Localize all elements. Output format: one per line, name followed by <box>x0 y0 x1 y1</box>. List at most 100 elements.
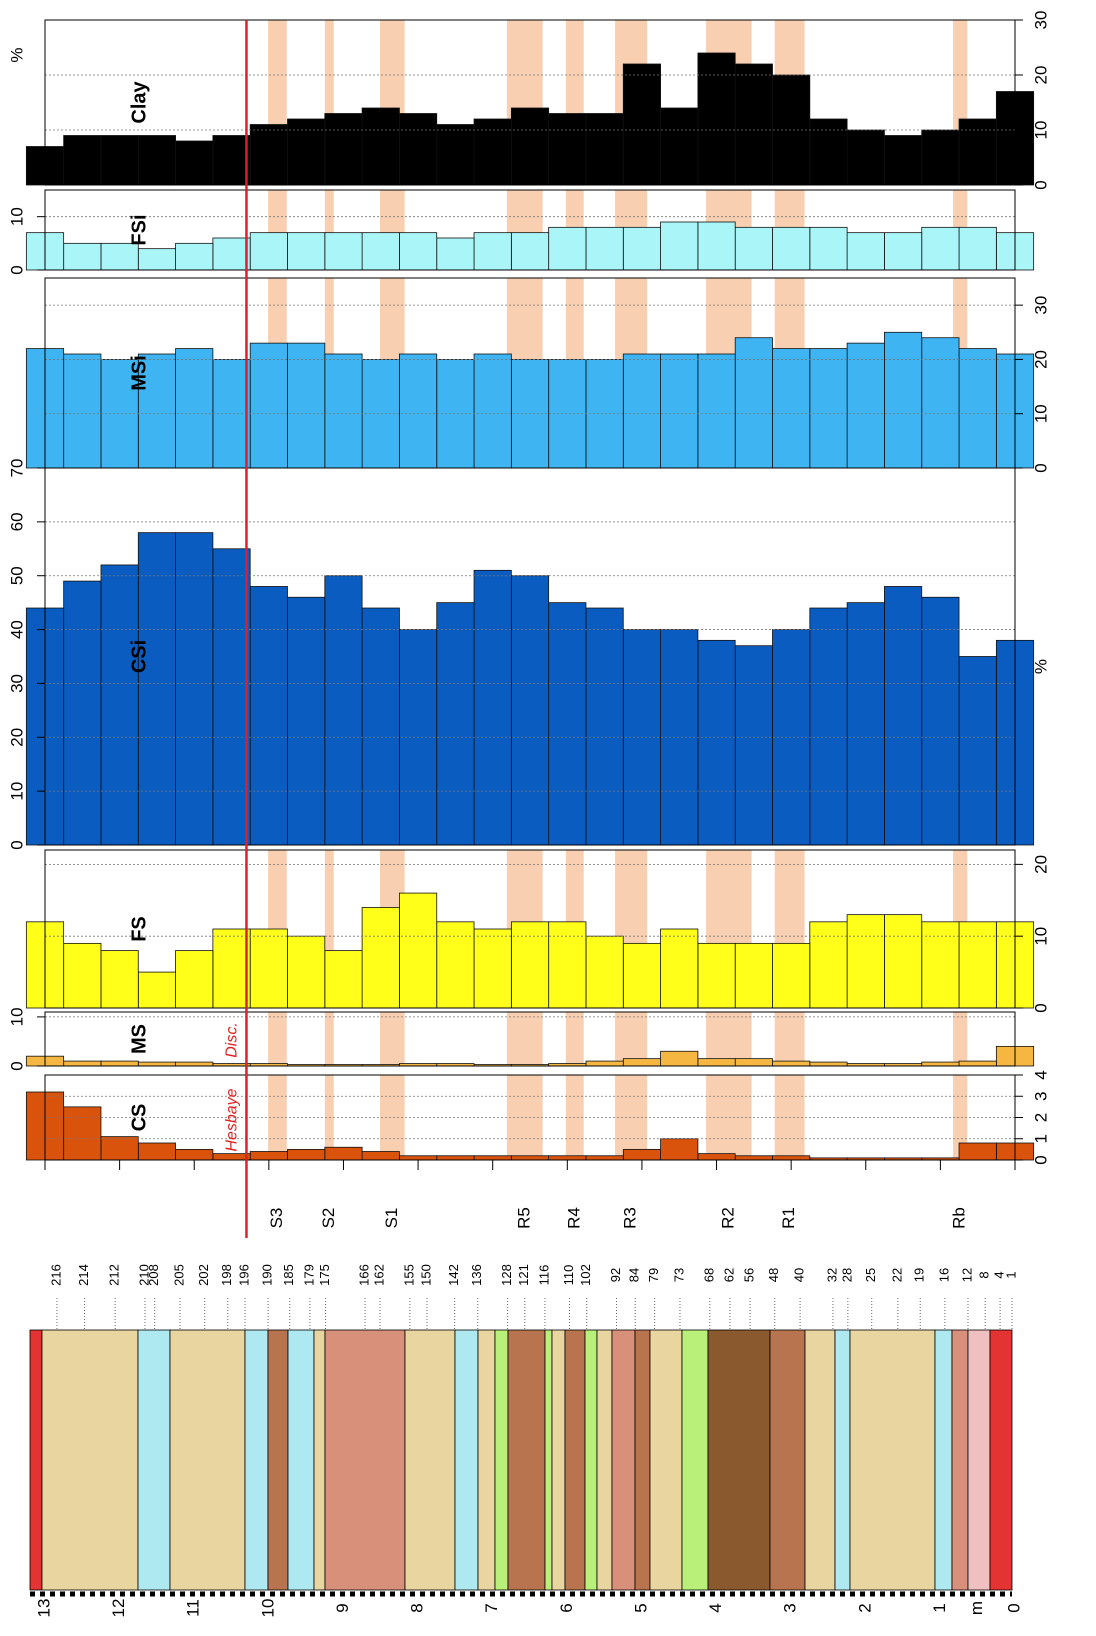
area-step <box>959 1061 996 1066</box>
sample-label: 214 <box>76 1264 91 1286</box>
lithology-unit <box>635 1330 650 1590</box>
area-step <box>847 343 884 468</box>
lithology-unit <box>805 1330 835 1590</box>
band-label: R4 <box>564 1207 583 1229</box>
area-step <box>362 907 399 1008</box>
area-step <box>810 608 847 845</box>
y-tick-label: 70 <box>7 459 26 478</box>
y-tick-label: 3 <box>1031 1092 1050 1101</box>
area-step <box>64 136 101 186</box>
y-tick-label: 0 <box>1031 1003 1050 1012</box>
sample-label: 28 <box>839 1268 854 1282</box>
unit-label: % <box>7 47 26 62</box>
band-label: S3 <box>267 1208 286 1229</box>
sample-label: 116 <box>536 1265 551 1286</box>
area-step <box>847 915 884 1008</box>
area-step <box>437 238 474 270</box>
lithology-unit <box>455 1330 478 1590</box>
sample-label: 196 <box>236 1264 251 1286</box>
area-step <box>773 1156 810 1160</box>
area-step <box>288 936 325 1008</box>
sample-label: 166 <box>357 1264 372 1286</box>
lithology-unit <box>708 1330 770 1590</box>
area-step <box>101 1137 138 1160</box>
lithology-unit <box>42 1330 138 1590</box>
lithology-unit <box>268 1330 288 1590</box>
area-step <box>810 922 847 1008</box>
sample-label: 68 <box>701 1268 716 1282</box>
area-step <box>64 1107 101 1160</box>
band <box>380 1012 405 1066</box>
area-step <box>623 64 660 185</box>
area-step <box>64 581 101 845</box>
area-step <box>735 943 772 1008</box>
area-step <box>959 657 996 846</box>
sample-label: 79 <box>646 1268 661 1282</box>
area-step <box>138 1143 175 1160</box>
x-tick-label: 1 <box>930 1603 949 1612</box>
band <box>268 1012 287 1066</box>
sample-label: 208 <box>146 1264 161 1286</box>
lithology-unit <box>597 1330 612 1590</box>
area-step <box>884 332 921 468</box>
lithology-unit <box>30 1330 42 1590</box>
area-step <box>176 243 213 270</box>
area-step <box>288 1149 325 1160</box>
x-tick-label: 10 <box>258 1599 277 1618</box>
area-step <box>922 130 959 185</box>
area-step <box>176 1149 213 1160</box>
lithology-unit <box>835 1330 850 1590</box>
band-label: R5 <box>514 1207 533 1229</box>
area-step <box>698 943 735 1008</box>
band-label: S2 <box>319 1208 338 1229</box>
area-step <box>549 227 586 270</box>
area-step <box>549 603 586 845</box>
y-tick-label: 10 <box>1031 927 1050 946</box>
area-step <box>586 227 623 270</box>
y-tick-label: 40 <box>7 620 26 639</box>
sample-label: 110 <box>561 1265 576 1286</box>
area-step <box>847 603 884 845</box>
sample-label: 56 <box>742 1268 757 1282</box>
sample-label: 48 <box>766 1268 781 1282</box>
area-step <box>362 608 399 845</box>
area-step <box>884 233 921 270</box>
area-step <box>437 922 474 1008</box>
area-step <box>250 125 287 186</box>
x-tick-label: 2 <box>855 1603 874 1612</box>
sample-label: 136 <box>469 1264 484 1286</box>
y-tick-label: 0 <box>7 265 26 274</box>
lithology-unit <box>682 1330 708 1590</box>
panel-title: Clay <box>128 81 150 124</box>
lithology-unit <box>245 1330 268 1590</box>
sample-label: 205 <box>171 1264 186 1286</box>
area-step <box>586 114 623 186</box>
area-step <box>325 951 362 1008</box>
area-step <box>437 1156 474 1160</box>
x-tick-label: 5 <box>631 1603 650 1612</box>
lithology-unit <box>478 1330 495 1590</box>
area-step <box>399 233 436 270</box>
area-step <box>810 349 847 468</box>
sample-label: 162 <box>371 1264 386 1286</box>
area-step <box>586 1061 623 1066</box>
area-step <box>847 233 884 270</box>
y-tick-label: 0 <box>7 840 26 849</box>
area-step <box>288 233 325 270</box>
area-step <box>623 1149 660 1160</box>
area-step <box>511 922 548 1008</box>
sample-label: 19 <box>912 1268 927 1282</box>
sample-label: 32 <box>824 1268 839 1282</box>
area-step <box>922 597 959 845</box>
lithology-unit <box>770 1330 805 1590</box>
lithology-unit <box>170 1330 245 1590</box>
lithology-unit <box>325 1330 405 1590</box>
chart: 0102030Clay%010FSi0102030MSi010203040506… <box>0 0 1096 1631</box>
area-step <box>735 646 772 845</box>
area-step <box>773 349 810 468</box>
band-label: Rb <box>950 1207 969 1229</box>
area-step <box>623 354 660 468</box>
area-step <box>922 1062 959 1066</box>
panel-title: MS <box>128 1024 150 1054</box>
area-step <box>735 338 772 468</box>
